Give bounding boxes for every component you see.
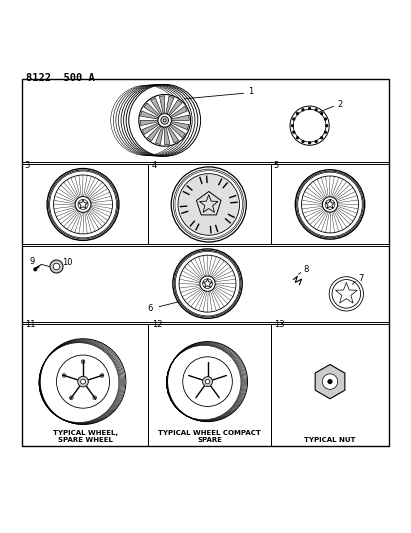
Circle shape (324, 131, 327, 134)
Circle shape (206, 379, 210, 384)
Polygon shape (140, 120, 157, 126)
Bar (22, 79, 389, 163)
Circle shape (301, 140, 305, 143)
Polygon shape (171, 122, 189, 130)
Polygon shape (159, 96, 165, 114)
Polygon shape (203, 279, 212, 288)
Circle shape (314, 140, 318, 143)
Text: 10: 10 (62, 258, 72, 267)
Bar (271, 324, 389, 446)
Text: 7: 7 (358, 274, 364, 283)
Circle shape (200, 276, 215, 291)
Circle shape (325, 124, 328, 127)
Polygon shape (170, 124, 185, 138)
Circle shape (324, 117, 327, 121)
Polygon shape (167, 126, 179, 143)
Circle shape (292, 131, 296, 134)
Circle shape (75, 197, 91, 212)
Text: TYPICAL NUT: TYPICAL NUT (304, 437, 356, 443)
Text: 8122  500 A: 8122 500 A (26, 72, 95, 83)
Polygon shape (150, 98, 162, 115)
Polygon shape (172, 115, 189, 120)
Circle shape (62, 374, 66, 377)
Circle shape (320, 112, 323, 115)
Polygon shape (166, 96, 174, 114)
Bar (148, 165, 271, 244)
Circle shape (203, 377, 212, 386)
Text: 9: 9 (30, 257, 35, 266)
Circle shape (139, 94, 191, 146)
Circle shape (100, 374, 104, 377)
Circle shape (308, 141, 311, 144)
Text: 3: 3 (25, 161, 30, 169)
Circle shape (161, 117, 169, 124)
Circle shape (320, 136, 323, 140)
Bar (22, 165, 148, 244)
Circle shape (296, 112, 299, 115)
Text: 5: 5 (274, 161, 279, 169)
Text: TYPICAL WHEEL COMPACT
SPARE: TYPICAL WHEEL COMPACT SPARE (158, 430, 261, 443)
Text: 1: 1 (248, 87, 254, 96)
Polygon shape (142, 123, 159, 134)
Polygon shape (155, 127, 164, 144)
Bar (271, 165, 389, 244)
Polygon shape (171, 106, 187, 118)
Polygon shape (325, 199, 335, 208)
Circle shape (78, 376, 88, 387)
Circle shape (81, 379, 85, 384)
Circle shape (328, 379, 332, 384)
Circle shape (69, 396, 73, 400)
Polygon shape (78, 199, 88, 208)
Circle shape (322, 374, 338, 389)
Circle shape (292, 117, 296, 121)
Polygon shape (335, 282, 357, 303)
Circle shape (183, 357, 232, 407)
Circle shape (322, 197, 338, 212)
Circle shape (53, 263, 60, 270)
Polygon shape (169, 100, 182, 115)
Circle shape (178, 174, 240, 235)
Circle shape (296, 136, 299, 140)
Polygon shape (141, 111, 158, 119)
Text: 11: 11 (25, 320, 35, 329)
Text: 12: 12 (152, 320, 162, 329)
Circle shape (291, 124, 294, 127)
Bar (22, 324, 148, 446)
Circle shape (314, 108, 318, 111)
Text: 2: 2 (337, 100, 343, 109)
Circle shape (56, 355, 110, 408)
Polygon shape (165, 127, 170, 145)
Circle shape (308, 107, 311, 110)
Polygon shape (315, 365, 345, 399)
Circle shape (50, 260, 63, 273)
Circle shape (33, 268, 37, 271)
Bar (148, 324, 271, 446)
Polygon shape (147, 125, 161, 141)
Text: 6: 6 (148, 304, 153, 313)
Text: 8: 8 (303, 265, 309, 274)
Polygon shape (144, 103, 159, 116)
Text: TYPICAL WHEEL,
SPARE WHEEL: TYPICAL WHEEL, SPARE WHEEL (53, 430, 118, 443)
Bar (22, 246, 389, 321)
Circle shape (158, 114, 171, 127)
Text: 4: 4 (152, 161, 157, 169)
Circle shape (81, 360, 85, 364)
Circle shape (93, 396, 97, 400)
Text: 13: 13 (274, 320, 285, 329)
Circle shape (301, 108, 305, 111)
